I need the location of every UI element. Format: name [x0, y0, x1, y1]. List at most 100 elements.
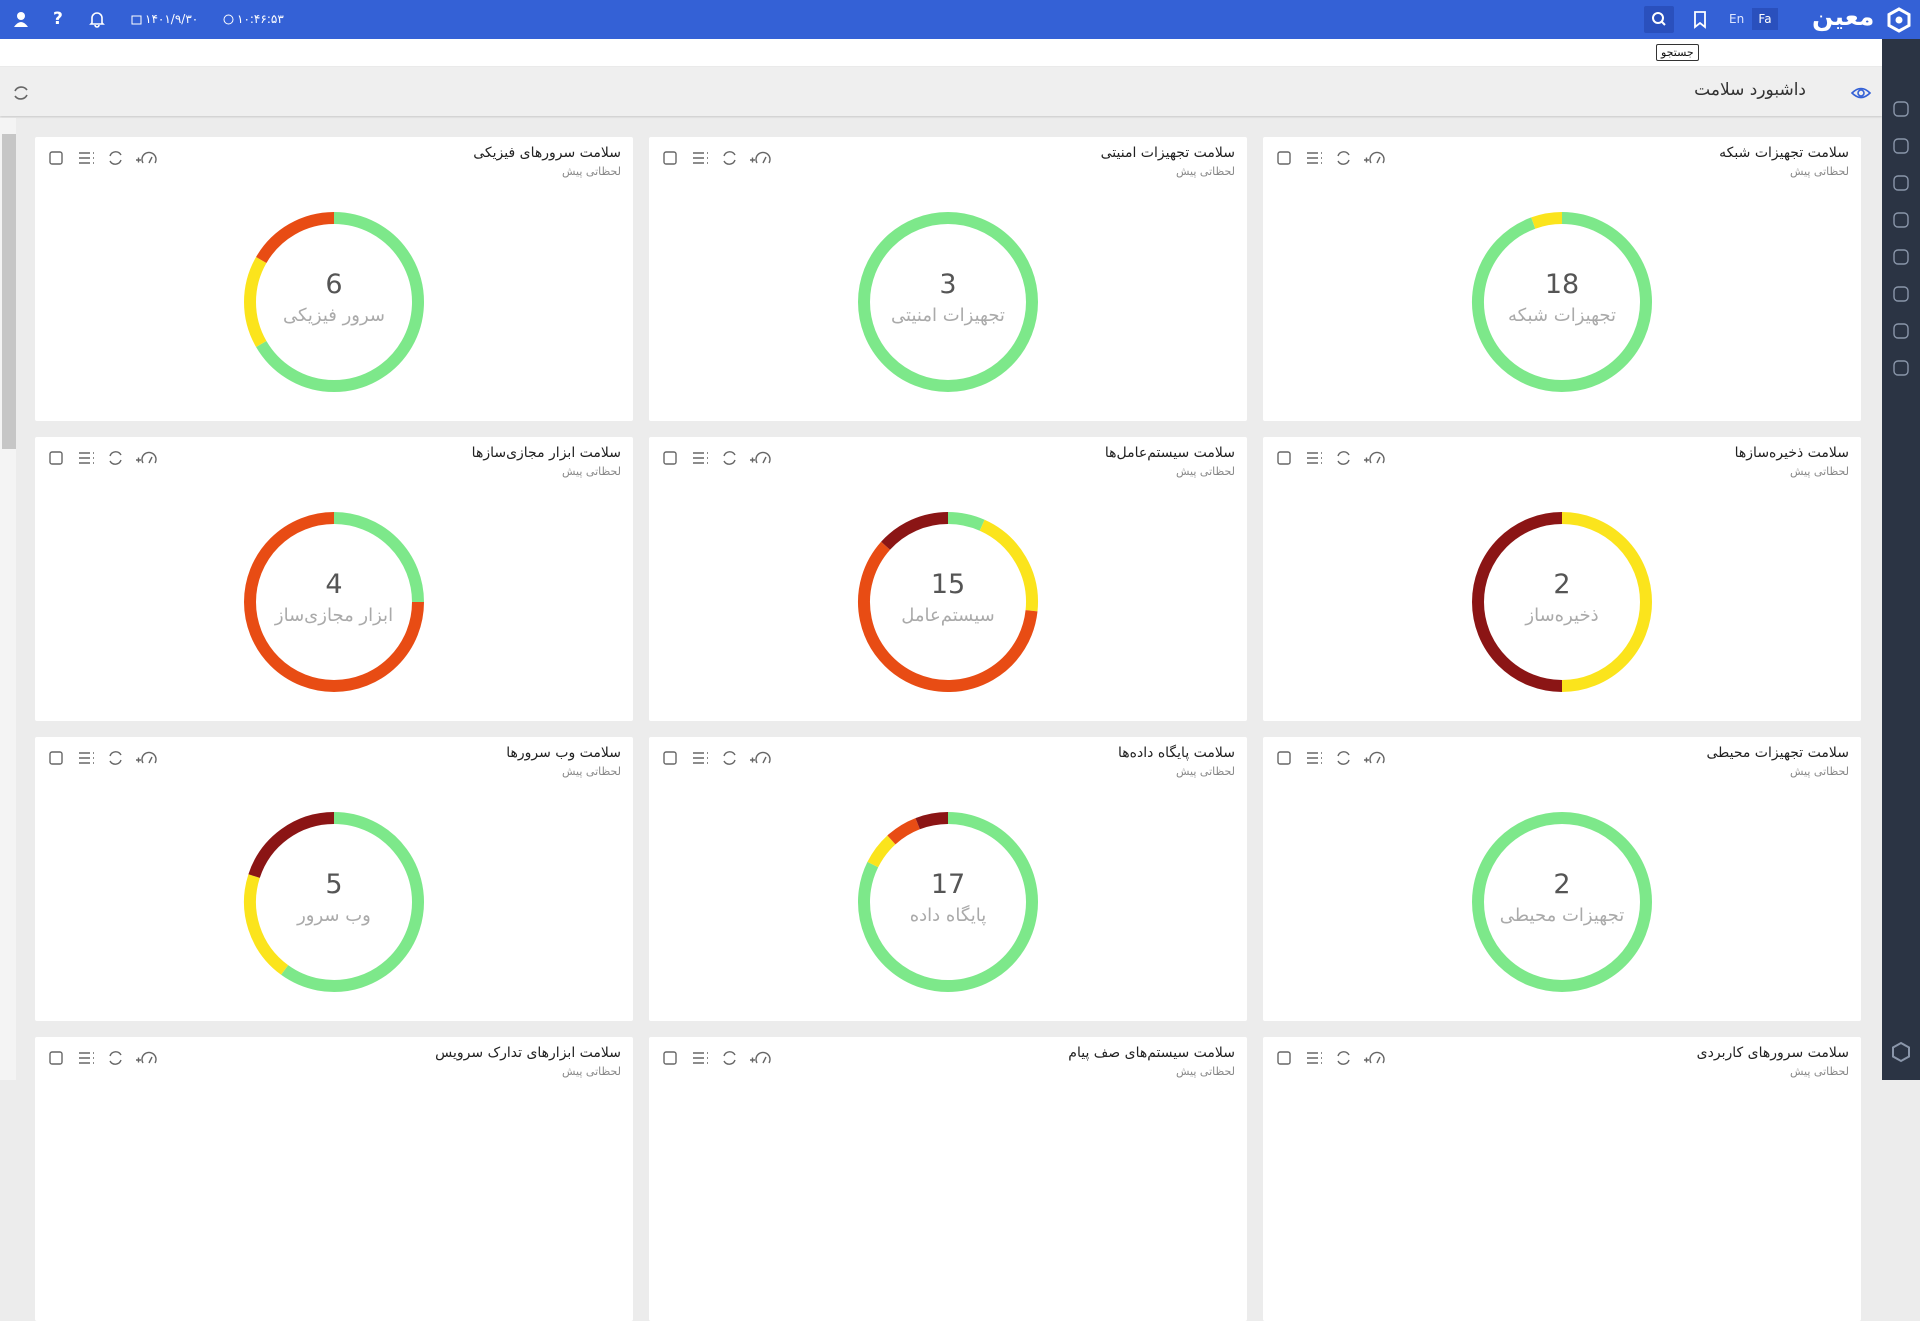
- menu-shape: [693, 452, 708, 464]
- eye-icon: [1850, 87, 1872, 99]
- refresh-shape: [109, 1051, 122, 1065]
- menu-button[interactable]: [1303, 749, 1325, 767]
- save-button[interactable]: [45, 449, 67, 467]
- language-fa[interactable]: Fa: [1752, 8, 1778, 30]
- refresh-shape: [109, 451, 122, 465]
- gauge-button[interactable]: [1363, 749, 1385, 767]
- nav-icon-shape: [1893, 101, 1909, 117]
- donut: [1472, 812, 1652, 992]
- refresh-button[interactable]: [1333, 149, 1355, 167]
- save-button[interactable]: [1273, 149, 1295, 167]
- save-button[interactable]: [1273, 749, 1295, 767]
- refresh-button[interactable]: [719, 149, 741, 167]
- save-button[interactable]: [1273, 449, 1295, 467]
- donut-segment: [1561, 512, 1652, 692]
- gauge-button[interactable]: [135, 1049, 157, 1067]
- donut-segment: [858, 812, 1038, 992]
- menu-button[interactable]: [75, 749, 97, 767]
- time: ۱۰:۴۶:۵۳: [237, 12, 284, 26]
- refresh-button[interactable]: [105, 449, 127, 467]
- gauge-button[interactable]: [749, 449, 771, 467]
- health-card: سلامت پایگاه داده‌ها لحظاتی پیش 17 پایگاه د…: [649, 737, 1247, 1021]
- refresh-button[interactable]: [1333, 749, 1355, 767]
- menu-button[interactable]: [689, 449, 711, 467]
- refresh-button[interactable]: [105, 749, 127, 767]
- menu-button[interactable]: [689, 749, 711, 767]
- menu-button[interactable]: [1303, 449, 1325, 467]
- user-icon[interactable]: [12, 10, 30, 28]
- refresh-button[interactable]: [719, 1049, 741, 1067]
- refresh-button[interactable]: [105, 149, 127, 167]
- donut-label: سرور فیزیکی: [282, 305, 386, 326]
- save-button[interactable]: [45, 749, 67, 767]
- nav-icon[interactable]: [1891, 210, 1911, 230]
- health-card: سلامت تجهیزات شبکه لحظاتی پیش 18 تجهیزات شب…: [1263, 137, 1861, 421]
- save-button[interactable]: [659, 1049, 681, 1067]
- save-button[interactable]: [659, 149, 681, 167]
- menu-button[interactable]: [75, 449, 97, 467]
- save-button[interactable]: [659, 749, 681, 767]
- refresh-button[interactable]: [1333, 449, 1355, 467]
- card-subtitle: لحظاتی پیش: [1790, 765, 1849, 778]
- gauge-button[interactable]: [1363, 149, 1385, 167]
- scrollbar-thumb[interactable]: [2, 134, 16, 449]
- save-button[interactable]: [45, 149, 67, 167]
- save-shape: [1277, 151, 1291, 165]
- donut-total: 2: [1553, 869, 1571, 900]
- bell-icon[interactable]: [88, 10, 106, 28]
- language-en[interactable]: En: [1729, 12, 1745, 26]
- gauge-button[interactable]: [135, 149, 157, 167]
- clock-icon: [223, 14, 234, 25]
- bookmark-icon[interactable]: [1691, 10, 1709, 29]
- nav-icon[interactable]: [1891, 284, 1911, 304]
- menu-button[interactable]: [689, 1049, 711, 1067]
- refresh-button[interactable]: [719, 449, 741, 467]
- gauge-button[interactable]: [135, 449, 157, 467]
- refresh-button[interactable]: [105, 1049, 127, 1067]
- nav-icon[interactable]: [1891, 99, 1911, 119]
- refresh-button[interactable]: [1333, 1049, 1355, 1067]
- nav-icon[interactable]: [1891, 247, 1911, 267]
- gauge-shape: [1364, 1051, 1385, 1064]
- card-title: سلامت تجهیزات شبکه: [1719, 145, 1849, 161]
- menu-button[interactable]: [75, 1049, 97, 1067]
- gauge-button[interactable]: [749, 749, 771, 767]
- save-button[interactable]: [1273, 1049, 1295, 1067]
- donut-total: 4: [325, 569, 343, 600]
- donut-label: پایگاه داده: [909, 905, 987, 926]
- nav-icon[interactable]: [1891, 358, 1911, 378]
- search-button[interactable]: [1644, 6, 1674, 33]
- gauge-button[interactable]: [1363, 449, 1385, 467]
- donut-label: ذخیره‌ساز: [1525, 605, 1599, 626]
- gauge-shape: [750, 151, 771, 164]
- menu-button[interactable]: [689, 149, 711, 167]
- menu-button[interactable]: [1303, 1049, 1325, 1067]
- gauge-button[interactable]: [749, 1049, 771, 1067]
- health-card: سلامت سرورهای فیزیکی لحظاتی پیش 6 سرور فیزی…: [35, 137, 633, 421]
- menu-button[interactable]: [75, 149, 97, 167]
- nav-icon[interactable]: [1891, 173, 1911, 193]
- health-card: سلامت ابزار مجازی‌سازها لحظاتی پیش 4 ابزار …: [35, 437, 633, 721]
- refresh-shape: [723, 1051, 736, 1065]
- donut: [244, 812, 424, 992]
- card-subtitle: لحظاتی پیش: [1790, 1065, 1849, 1078]
- logo-dot: [1895, 16, 1903, 24]
- help-icon[interactable]: ?: [53, 9, 63, 29]
- search-icon: [1652, 12, 1666, 26]
- gauge-button[interactable]: [1363, 1049, 1385, 1067]
- menu-button[interactable]: [1303, 149, 1325, 167]
- menu-shape: [79, 152, 94, 164]
- donut-label: تجهیزات امنیتی: [891, 305, 1005, 326]
- menu-shape: [79, 1052, 94, 1064]
- refresh-button[interactable]: [719, 749, 741, 767]
- gauge-button[interactable]: [749, 149, 771, 167]
- nav-icon[interactable]: [1891, 321, 1911, 341]
- refresh-all[interactable]: [11, 83, 31, 103]
- card-title: سلامت ابزارهای تدارک سرویس: [435, 1045, 621, 1061]
- save-button[interactable]: [659, 449, 681, 467]
- save-button[interactable]: [45, 1049, 67, 1067]
- nav-icon[interactable]: [1891, 136, 1911, 156]
- gauge-button[interactable]: [135, 749, 157, 767]
- card-title: سلامت سیستم‌عامل‌ها: [1104, 445, 1235, 461]
